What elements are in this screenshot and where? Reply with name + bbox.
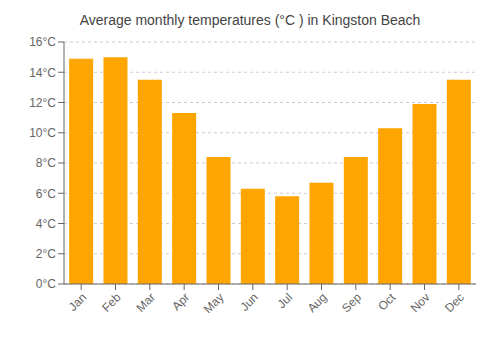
svg-text:Nov: Nov [408, 290, 433, 315]
svg-text:Aug: Aug [305, 290, 330, 315]
svg-text:8°C: 8°C [36, 156, 56, 170]
svg-text:0°C: 0°C [36, 277, 56, 291]
svg-text:2°C: 2°C [36, 247, 56, 261]
svg-text:Mar: Mar [133, 290, 158, 315]
svg-text:12°C: 12°C [29, 96, 56, 110]
svg-text:4°C: 4°C [36, 217, 56, 231]
svg-text:Sep: Sep [339, 290, 364, 315]
svg-text:May: May [201, 290, 227, 316]
svg-text:6°C: 6°C [36, 187, 56, 201]
svg-text:16°C: 16°C [29, 35, 56, 49]
svg-text:Jun: Jun [237, 290, 261, 314]
svg-text:Dec: Dec [442, 290, 467, 315]
svg-text:Feb: Feb [99, 290, 124, 315]
svg-text:Jul: Jul [275, 290, 296, 311]
svg-text:14°C: 14°C [29, 66, 56, 80]
html-text:Average monthly temperatures (: Average monthly temperatures (°C ) in Ki… [79, 12, 421, 28]
svg-text:Oct: Oct [375, 290, 399, 314]
svg-text:Apr: Apr [169, 290, 192, 313]
svg-text:Jan: Jan [66, 290, 90, 314]
svg-text:10°C: 10°C [29, 126, 56, 140]
